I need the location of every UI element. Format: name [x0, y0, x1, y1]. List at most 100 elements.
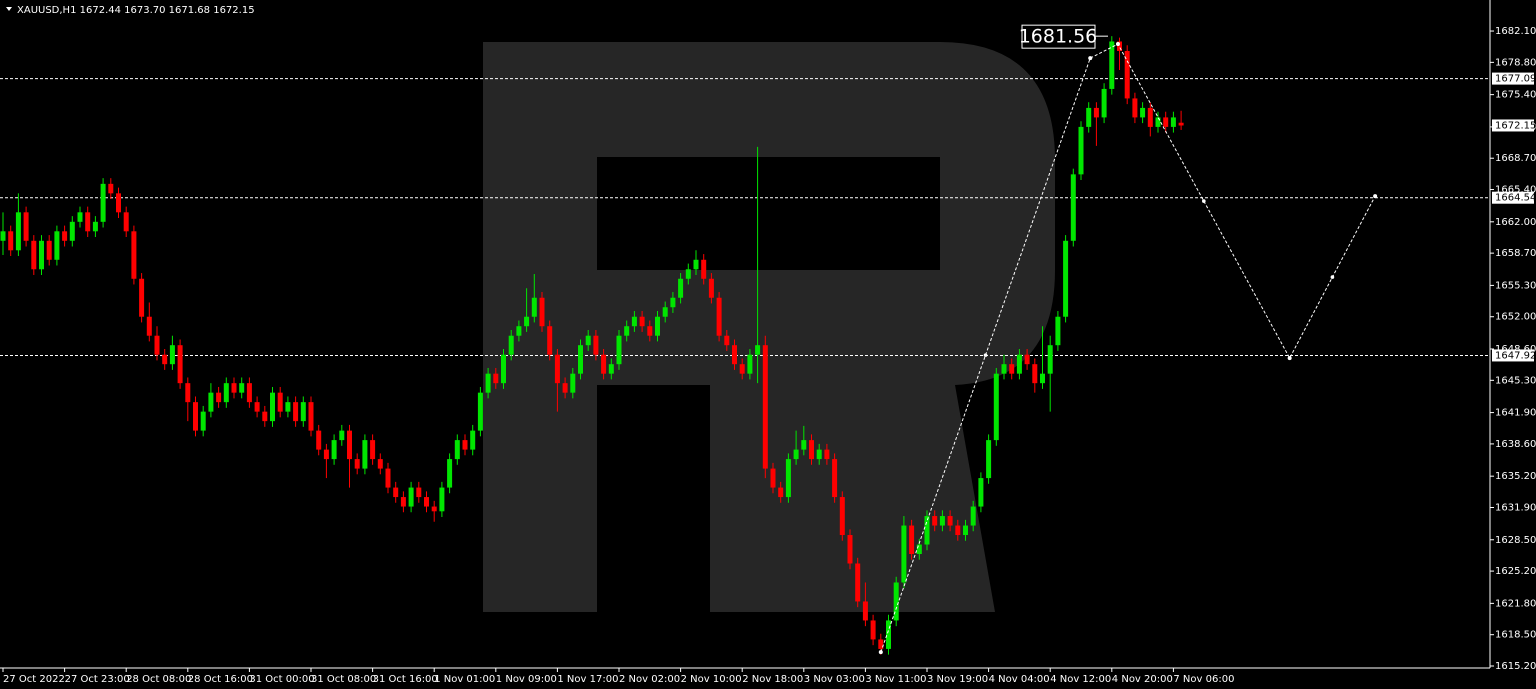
candle-body [216, 392, 222, 403]
candle-body [331, 440, 337, 460]
candle-body [693, 259, 699, 270]
candle-body [916, 544, 922, 555]
candle-body [947, 516, 953, 526]
y-tick-label: 1631.90 [1495, 503, 1536, 514]
candle-body [1063, 240, 1069, 317]
candle-body [31, 240, 37, 270]
candle-body [1009, 364, 1015, 374]
candle-body [732, 345, 737, 365]
candle-body [362, 440, 368, 469]
forecast-point [1115, 42, 1120, 47]
candle-body [262, 411, 268, 422]
candle-body [485, 373, 491, 393]
candle-body [924, 516, 930, 545]
candle-body [1155, 117, 1161, 127]
menu-icon[interactable] [6, 7, 12, 11]
candle-body [377, 459, 383, 469]
candle-body [347, 430, 352, 460]
candle-body [785, 459, 791, 498]
candle-body [647, 326, 653, 336]
candle-body [516, 326, 522, 336]
x-tick-label: 2 Nov 18:00 [742, 674, 803, 685]
candle-body [685, 269, 691, 279]
candle-body [1093, 107, 1099, 118]
level-label-box [1492, 349, 1534, 362]
chart-title: XAUUSD,H1 1672.44 1673.70 1671.68 1672.1… [17, 5, 255, 16]
candle-body [901, 525, 907, 583]
candle-body [131, 231, 137, 279]
y-tick-label: 1621.80 [1495, 598, 1536, 609]
x-tick-label: 2 Nov 02:00 [619, 674, 680, 685]
candle-body [801, 440, 807, 450]
candle-body [323, 449, 329, 460]
y-tick-label: 1641.90 [1495, 408, 1536, 419]
x-tick-label: 1 Nov 01:00 [434, 674, 495, 685]
level-label: 1677.09 [1495, 74, 1536, 85]
candle-body [1147, 107, 1153, 127]
candle-body [239, 383, 245, 393]
candle-body [770, 468, 776, 488]
candle-body [246, 383, 252, 403]
candle-body [839, 497, 845, 536]
candle-body [193, 402, 198, 431]
candle-body [116, 193, 121, 213]
candle-body [616, 335, 622, 365]
candle-body [778, 487, 784, 498]
x-tick-label: 31 Oct 08:00 [311, 674, 376, 685]
candle-body [547, 326, 553, 355]
candle-body [539, 297, 545, 327]
candle-body [100, 183, 106, 222]
candle-body [177, 345, 183, 384]
candle-body [393, 487, 399, 498]
x-tick-label: 27 Oct 2022 [3, 674, 65, 685]
candle-body [308, 402, 314, 431]
candle-body [208, 392, 214, 412]
candle-body [501, 354, 506, 384]
candle-body [955, 525, 961, 536]
candle-body [493, 373, 499, 384]
candle-body [816, 449, 822, 460]
candle-body [1016, 354, 1022, 374]
y-tick-label: 1652.00 [1495, 312, 1536, 323]
candle-body [508, 335, 514, 355]
y-tick-label: 1655.30 [1495, 280, 1536, 291]
x-tick-label: 27 Oct 23:00 [65, 674, 130, 685]
candle-body [370, 440, 376, 460]
candle-body [793, 449, 799, 460]
candle-body [385, 468, 391, 488]
candle-body [400, 497, 406, 507]
candle-body [1040, 373, 1045, 384]
candle-body [1101, 88, 1107, 118]
candle-body [462, 440, 468, 450]
candle-body [578, 345, 583, 374]
candle-body [123, 212, 129, 232]
candle-body [85, 212, 91, 232]
candle-body [316, 430, 322, 450]
candle-body [1163, 117, 1169, 127]
candle-body [154, 335, 160, 355]
candle-body [739, 364, 745, 374]
candle-body [277, 392, 283, 412]
candle-body [562, 383, 568, 393]
candle-body [1078, 126, 1084, 175]
candle-body [108, 183, 114, 194]
candle-body [470, 430, 476, 450]
candle-body [847, 535, 853, 564]
x-tick-label: 3 Nov 11:00 [865, 674, 926, 685]
candle-body [447, 459, 453, 488]
candle-body [554, 354, 560, 384]
candle-body [662, 307, 668, 317]
x-tick-label: 4 Nov 20:00 [1112, 674, 1173, 685]
candle-body [978, 478, 984, 507]
level-label-box [1492, 72, 1534, 85]
candle-body [339, 430, 345, 441]
candle-body [54, 231, 60, 260]
candle-body [293, 402, 299, 422]
candle-body [655, 316, 660, 336]
candle-body [477, 392, 483, 431]
candle-body [939, 516, 945, 526]
forecast-point [878, 650, 883, 655]
candle-body [146, 316, 152, 336]
candle-body [439, 487, 445, 512]
candle-body [1055, 316, 1061, 346]
